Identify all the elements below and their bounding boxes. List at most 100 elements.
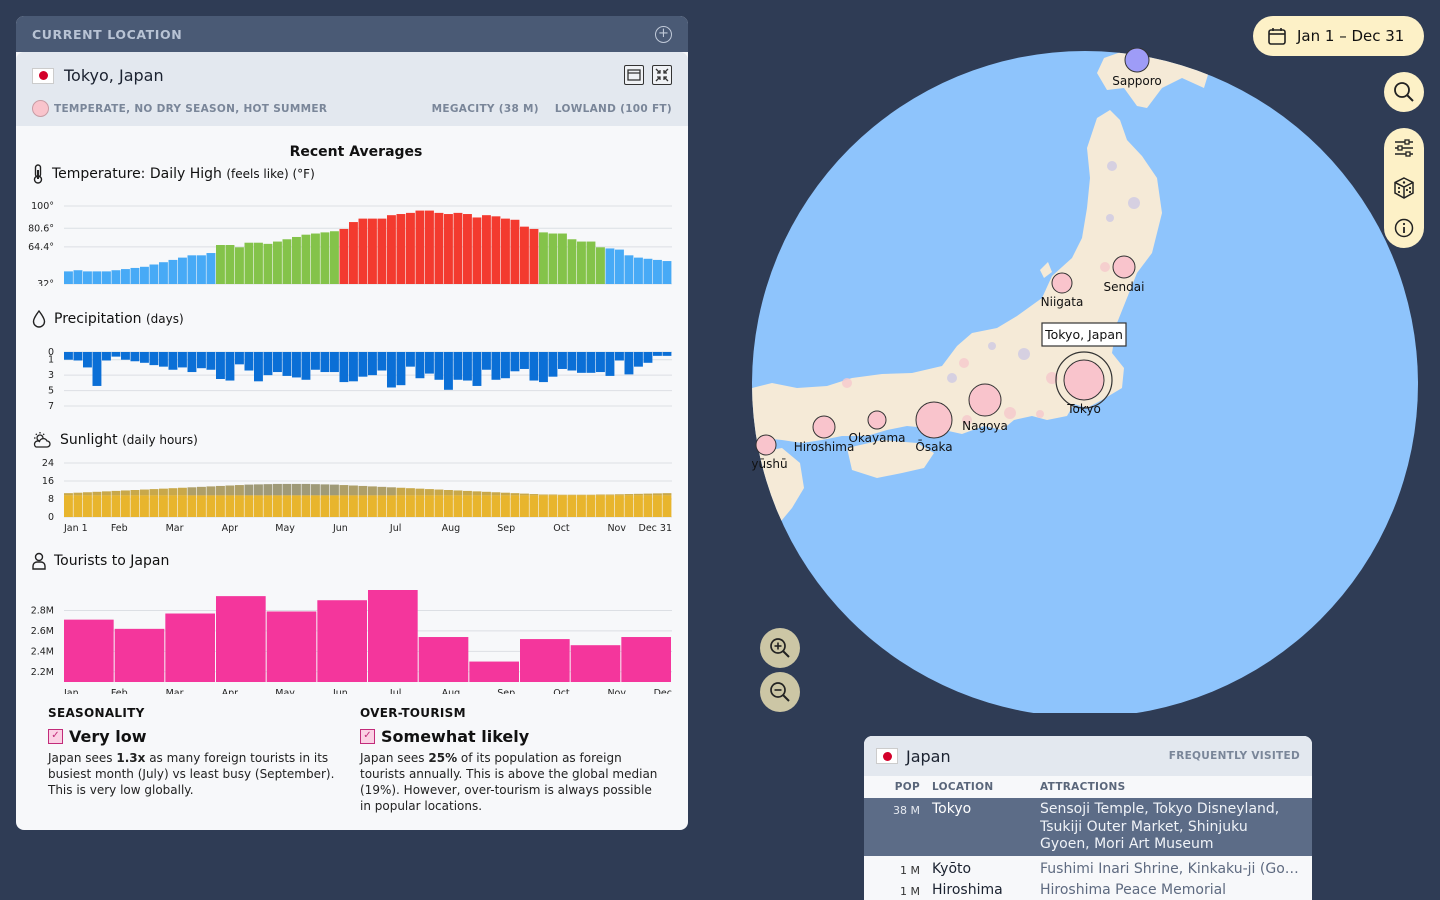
- temperature-y-tick: 80.6°: [28, 223, 54, 234]
- sunlight-x-tick: Jul: [389, 523, 401, 533]
- selected-city-ring: [1055, 351, 1113, 409]
- city-marker: [1063, 359, 1105, 401]
- sunlight-bar: [577, 494, 586, 496]
- tourists-bar: [368, 590, 418, 682]
- window-icon[interactable]: [624, 65, 644, 85]
- precipitation-bar: [520, 352, 529, 369]
- globe-map[interactable]: Sapporo Sendai Niigata Tokyo Nagoya Ōsaka Okay…: [752, 48, 1418, 713]
- sunlight-bar-base: [254, 495, 263, 517]
- precipitation-bar: [83, 352, 92, 368]
- sunlight-bar: [615, 494, 624, 496]
- temperature-bar: [472, 217, 482, 284]
- temperature-sublabel: (feels like) (°F): [226, 167, 315, 181]
- attractions-header: ATTRACTIONS: [1040, 781, 1126, 793]
- precipitation-y-tick: 0: [48, 347, 54, 358]
- info-button[interactable]: [1384, 208, 1424, 248]
- tourists-x-tick: Oct: [553, 688, 570, 694]
- tourists-x-tick: Jul: [389, 688, 401, 694]
- temperature-bar: [92, 271, 102, 284]
- droplet-icon: [32, 310, 46, 328]
- sunlight-bar-base: [520, 495, 529, 517]
- sunlight-bar: [653, 493, 662, 496]
- sunlight-x-tick: Jan 1: [63, 523, 88, 533]
- search-button[interactable]: [1384, 72, 1424, 112]
- precipitation-bar: [586, 352, 596, 373]
- sunlight-bar: [178, 487, 187, 496]
- temperature-bar: [225, 245, 235, 284]
- tourists-title: Tourists to Japan: [32, 552, 169, 570]
- table-row[interactable]: 38 M Tokyo Sensoji Temple, Tokyo Disneyl…: [864, 798, 1312, 856]
- recent-averages-title: Recent Averages: [289, 144, 423, 160]
- collapse-icon[interactable]: [652, 65, 672, 85]
- sunlight-bar-base: [149, 495, 159, 517]
- sunlight-bar: [339, 485, 349, 496]
- sunlight-bar: [415, 488, 425, 496]
- sunlight-bar-base: [121, 495, 130, 517]
- sunlight-bar: [263, 484, 273, 496]
- sunlight-bar: [140, 489, 149, 496]
- temperature-bar: [130, 267, 140, 284]
- filters-button[interactable]: [1384, 128, 1424, 168]
- sunlight-bar: [64, 493, 73, 496]
- dice-icon: [1394, 177, 1414, 199]
- sunlight-chart: 24 16 8 0 Jan 1 Feb Mar Apr May Jun Jul Aug Sep Oct No…: [42, 458, 672, 533]
- sunlight-bar-base: [187, 495, 197, 517]
- sunlight-x-tick: Aug: [442, 523, 461, 533]
- zoom-out-button[interactable]: [760, 672, 800, 712]
- temperature-bar: [301, 234, 311, 284]
- precipitation-chart: 01357Jan 1FebMarAprMayJunJulAugSepOctNov…: [48, 347, 672, 412]
- elevation-tag: LOWLAND (100 FT): [554, 102, 672, 115]
- sunlight-bar-base: [539, 495, 548, 517]
- temperature-bar: [320, 232, 330, 284]
- temperature-bar: [263, 243, 273, 284]
- location-heading: Tokyo, Japan: [32, 66, 164, 85]
- sunlight-bar: [387, 487, 396, 496]
- tourists-bar: [520, 639, 570, 682]
- precipitation-bar: [159, 352, 168, 367]
- city-label: Sendai: [1104, 280, 1145, 294]
- sunlight-bar: [453, 490, 463, 496]
- sunlight-bar: [73, 492, 83, 496]
- city-markers[interactable]: Sapporo Sendai Niigata Tokyo Nagoya Ōsaka Okay…: [752, 48, 1162, 471]
- precipitation-bar: [643, 352, 653, 363]
- precipitation-title: Precipitation (days): [32, 310, 184, 328]
- temperature-bar: [643, 258, 653, 284]
- sunlight-bar: [520, 493, 529, 496]
- sunlight-bar-base: [529, 495, 539, 517]
- sunlight-bar: [596, 494, 605, 496]
- sunlight-y-tick: 8: [48, 494, 54, 505]
- temperature-bar: [311, 233, 320, 284]
- zoom-in-button[interactable]: [760, 628, 800, 668]
- temperature-bar: [396, 214, 406, 284]
- temperature-bar: [529, 228, 539, 284]
- seasonality-level-text: Very low: [69, 727, 147, 746]
- table-row[interactable]: 1 M Kyōto Fushimi Inari Shrine, Kinkaku-…: [900, 860, 1312, 877]
- tourists-y-tick: 2.6M: [31, 626, 54, 637]
- sunlight-bar-base: [434, 495, 444, 517]
- sunlight-bar: [206, 486, 216, 496]
- japan-flag-icon: [876, 748, 898, 764]
- sunlight-bar: [282, 483, 292, 496]
- city-marker: [968, 383, 1002, 417]
- precipitation-bar: [615, 352, 624, 361]
- table-row[interactable]: 1 M Hiroshima Hiroshima Peace Memorial: [900, 882, 1227, 898]
- date-range-button[interactable]: Jan 1 – Dec 31: [1253, 16, 1424, 56]
- sunlight-x-tick: Mar: [166, 523, 184, 533]
- city-marker: [1112, 255, 1136, 279]
- tourists-bar: [621, 637, 671, 682]
- precipitation-bar: [634, 352, 643, 367]
- tourists-bar: [570, 645, 621, 682]
- overtourism-section: OVER-TOURISM ✓ Somewhat likely Japan see…: [360, 706, 660, 814]
- plus-circle-icon[interactable]: +: [655, 25, 672, 43]
- sunlight-bar: [548, 494, 558, 496]
- precipitation-bar: [292, 352, 301, 378]
- temperature-bar: [235, 247, 244, 284]
- sunlight-bar: [586, 494, 596, 496]
- temperature-bar: [615, 249, 624, 284]
- seasonality-heading: SEASONALITY: [48, 706, 145, 720]
- sunlight-bar: [567, 494, 577, 496]
- random-button[interactable]: [1384, 168, 1424, 208]
- sunlight-bar-base: [130, 495, 140, 517]
- city-marker: [812, 415, 836, 439]
- temperature-label: Temperature: Daily High: [52, 166, 222, 182]
